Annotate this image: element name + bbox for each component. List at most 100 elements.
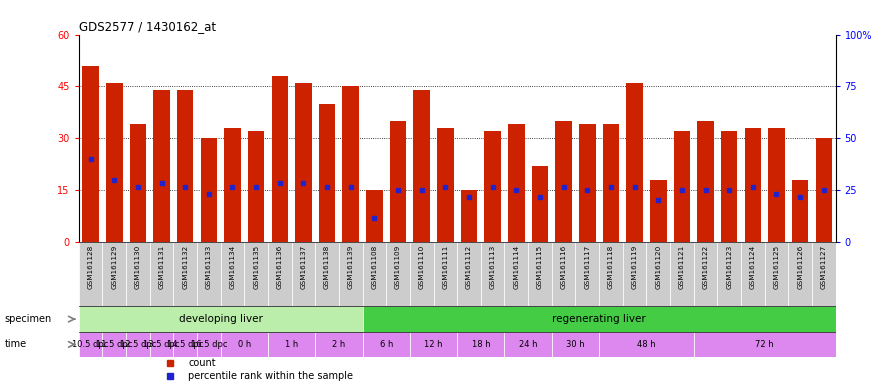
Text: GSM161118: GSM161118 xyxy=(608,245,614,290)
Text: GSM161124: GSM161124 xyxy=(750,245,756,290)
Bar xyxy=(362,242,386,306)
Bar xyxy=(248,131,264,242)
Text: GSM161135: GSM161135 xyxy=(253,245,259,290)
Text: GSM161139: GSM161139 xyxy=(347,245,354,290)
Bar xyxy=(389,121,406,242)
Text: 6 h: 6 h xyxy=(380,340,393,349)
Bar xyxy=(792,180,808,242)
Bar xyxy=(599,242,623,306)
Bar xyxy=(461,190,477,242)
Bar xyxy=(342,86,359,242)
Text: 13.5 dpc: 13.5 dpc xyxy=(144,340,179,349)
Bar xyxy=(106,83,123,242)
Bar xyxy=(694,332,836,357)
Text: GSM161128: GSM161128 xyxy=(88,245,94,290)
Bar xyxy=(197,242,220,306)
Bar xyxy=(556,121,572,242)
Bar xyxy=(126,242,150,306)
Text: 0 h: 0 h xyxy=(238,340,251,349)
Bar xyxy=(765,242,788,306)
Text: GSM161133: GSM161133 xyxy=(206,245,212,290)
Text: specimen: specimen xyxy=(4,314,52,324)
Text: GSM161111: GSM161111 xyxy=(443,245,448,290)
Bar xyxy=(603,124,620,242)
Text: 30 h: 30 h xyxy=(566,340,584,349)
Bar xyxy=(721,131,738,242)
Bar xyxy=(173,242,197,306)
Text: GSM161114: GSM161114 xyxy=(514,245,520,290)
Bar xyxy=(816,138,832,242)
Bar xyxy=(79,306,362,332)
Bar xyxy=(670,242,694,306)
Text: 11.5 dpc: 11.5 dpc xyxy=(96,340,132,349)
Bar xyxy=(505,242,528,306)
Bar xyxy=(79,242,102,306)
Text: time: time xyxy=(4,339,26,349)
Text: 1 h: 1 h xyxy=(285,340,298,349)
Text: 2 h: 2 h xyxy=(332,340,346,349)
Bar xyxy=(177,90,193,242)
Text: 14.5 dpc: 14.5 dpc xyxy=(167,340,203,349)
Bar xyxy=(552,332,599,357)
Text: GSM161108: GSM161108 xyxy=(371,245,377,290)
Bar xyxy=(650,180,667,242)
Bar xyxy=(741,242,765,306)
Bar xyxy=(126,332,150,357)
Text: 16.5 dpc: 16.5 dpc xyxy=(191,340,228,349)
Text: GSM161115: GSM161115 xyxy=(537,245,543,290)
Text: GSM161127: GSM161127 xyxy=(821,245,827,290)
Bar xyxy=(458,332,505,357)
Text: 12.5 dpc: 12.5 dpc xyxy=(120,340,156,349)
Bar xyxy=(366,190,382,242)
Bar xyxy=(291,242,315,306)
Bar xyxy=(153,90,170,242)
Text: GSM161120: GSM161120 xyxy=(655,245,662,290)
Bar xyxy=(599,332,694,357)
Bar xyxy=(362,332,410,357)
Bar xyxy=(694,242,717,306)
Text: GSM161136: GSM161136 xyxy=(276,245,283,290)
Text: GSM161130: GSM161130 xyxy=(135,245,141,290)
Bar xyxy=(718,242,741,306)
Bar xyxy=(697,121,714,242)
Bar xyxy=(505,332,552,357)
Bar xyxy=(410,242,433,306)
Bar xyxy=(271,76,288,242)
Bar xyxy=(339,242,362,306)
Bar xyxy=(552,242,576,306)
Text: 24 h: 24 h xyxy=(519,340,537,349)
Bar xyxy=(220,332,268,357)
Text: GSM161113: GSM161113 xyxy=(490,245,495,290)
Text: 12 h: 12 h xyxy=(424,340,443,349)
Bar xyxy=(362,306,836,332)
Bar xyxy=(173,332,197,357)
Bar xyxy=(244,242,268,306)
Bar xyxy=(788,242,812,306)
Bar xyxy=(79,332,102,357)
Bar xyxy=(102,242,126,306)
Bar xyxy=(481,242,505,306)
Bar xyxy=(295,83,311,242)
Bar xyxy=(197,332,220,357)
Text: GSM161109: GSM161109 xyxy=(395,245,401,290)
Bar xyxy=(410,332,458,357)
Bar xyxy=(626,83,643,242)
Bar xyxy=(647,242,670,306)
Bar xyxy=(315,242,339,306)
Bar xyxy=(315,332,362,357)
Text: GSM161131: GSM161131 xyxy=(158,245,164,290)
Text: 18 h: 18 h xyxy=(472,340,490,349)
Bar xyxy=(200,138,217,242)
Text: GSM161138: GSM161138 xyxy=(324,245,330,290)
Bar xyxy=(508,124,525,242)
Bar xyxy=(268,332,315,357)
Bar xyxy=(623,242,647,306)
Text: 48 h: 48 h xyxy=(637,340,655,349)
Text: GDS2577 / 1430162_at: GDS2577 / 1430162_at xyxy=(79,20,216,33)
Bar xyxy=(438,128,453,242)
Text: GSM161125: GSM161125 xyxy=(774,245,780,290)
Bar xyxy=(224,128,241,242)
Bar xyxy=(433,242,458,306)
Bar xyxy=(458,242,481,306)
Bar xyxy=(268,242,291,306)
